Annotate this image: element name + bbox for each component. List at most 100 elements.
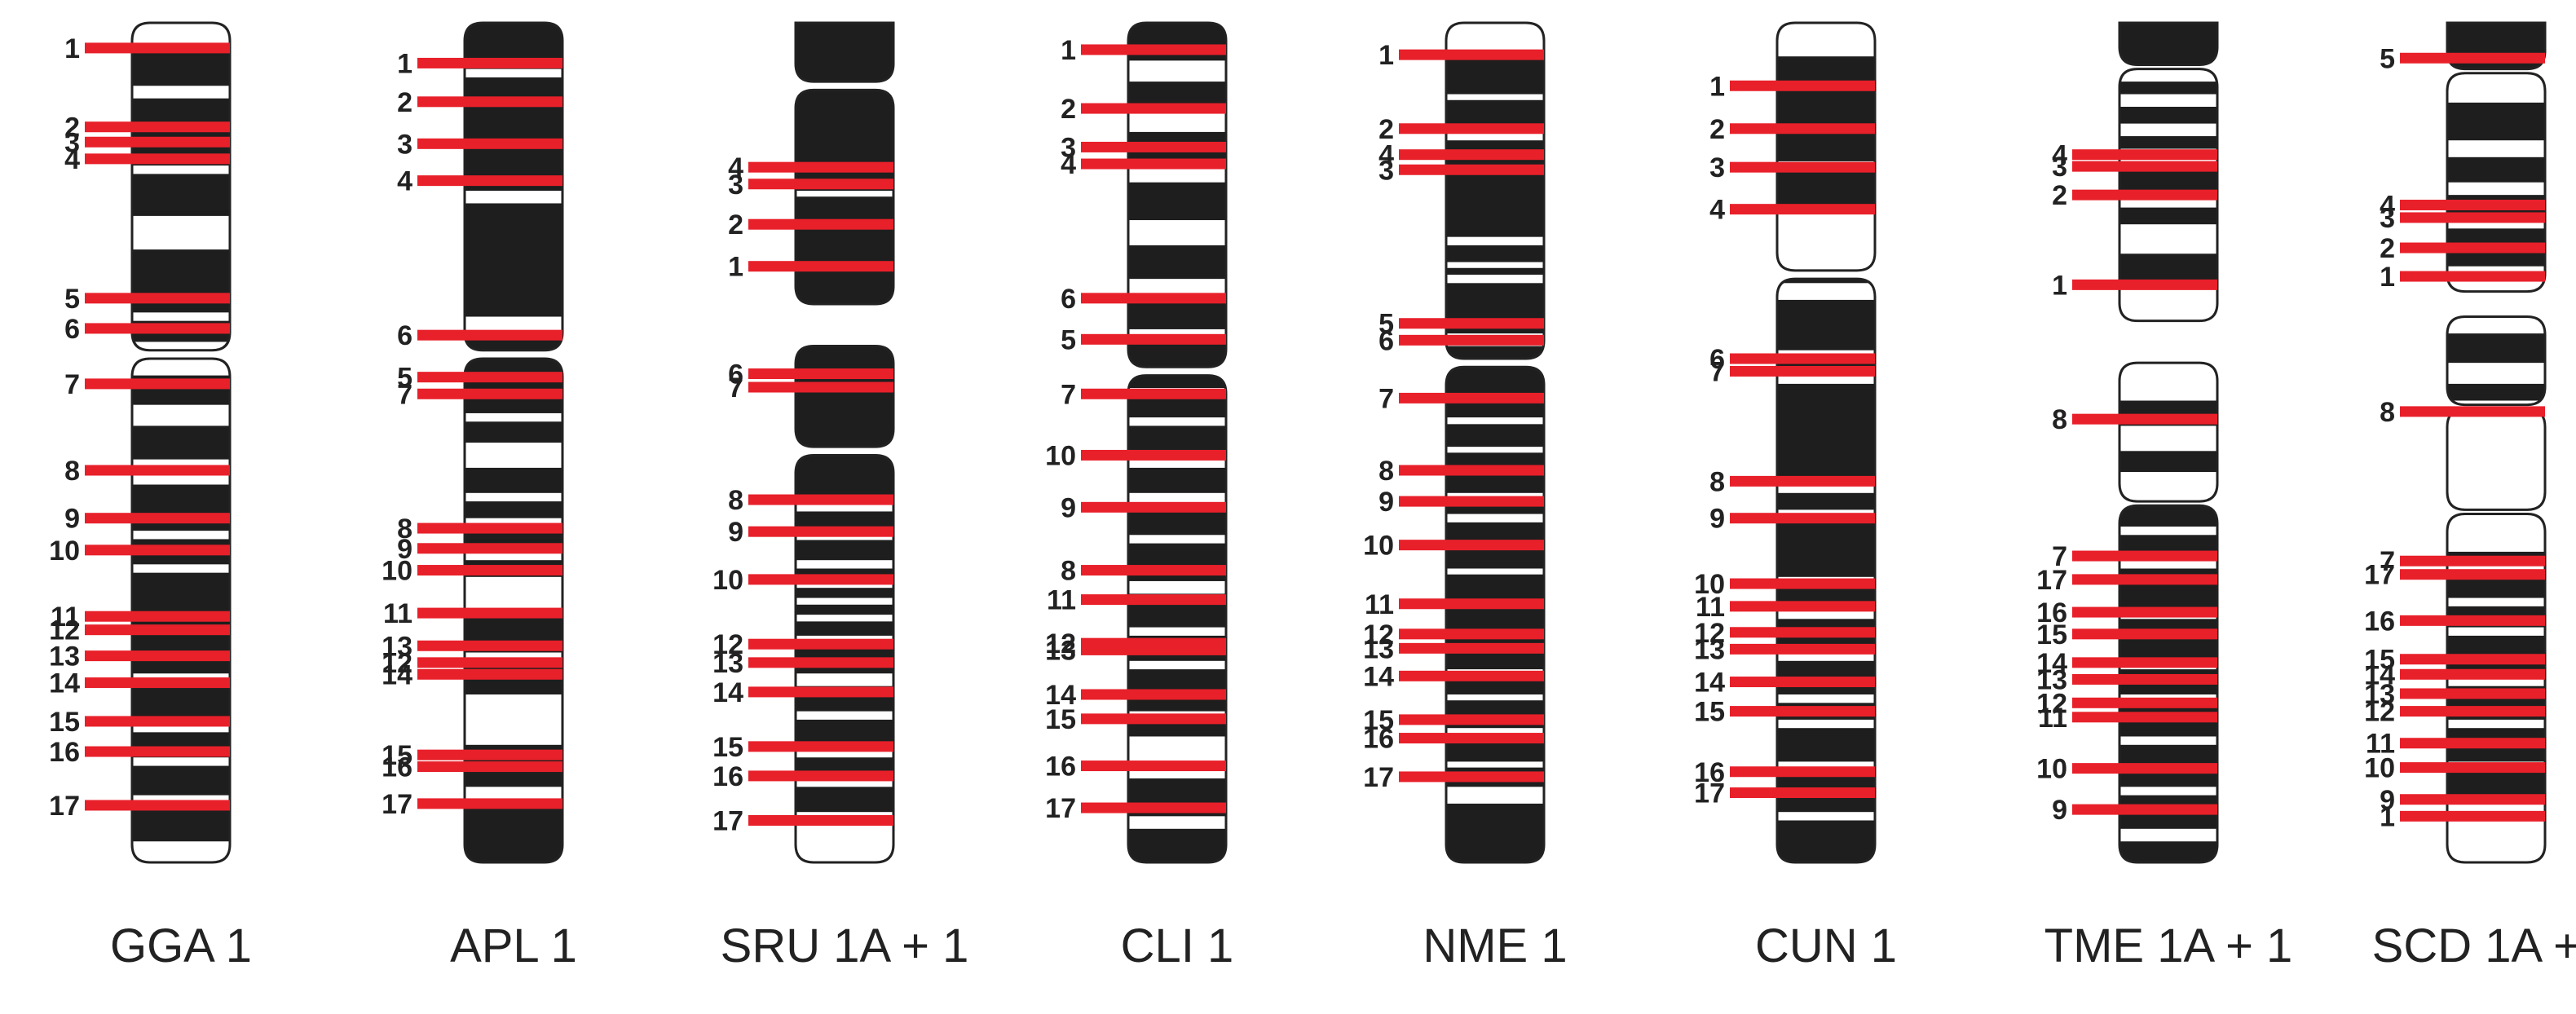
chromosome-band	[1446, 262, 1544, 268]
marker-label: 11	[383, 598, 412, 629]
marker-line	[1399, 714, 1544, 725]
marker-label: 14	[1045, 680, 1076, 711]
chromosome-band	[1777, 23, 1875, 57]
chromosome-band	[132, 425, 230, 460]
marker-label: 17	[382, 789, 412, 820]
marker-line	[1730, 578, 1875, 589]
chromosome-band	[465, 191, 562, 204]
marker-line	[85, 800, 230, 811]
arm-outline	[2118, 504, 2219, 864]
chromosome-label: APL 1	[450, 919, 577, 972]
marker-label: 14	[1363, 661, 1394, 692]
marker-line	[417, 657, 562, 668]
chromosome-band	[132, 484, 230, 531]
chromosome-arm	[794, 21, 895, 83]
marker-label: 16	[382, 752, 412, 783]
marker-line	[1081, 141, 1226, 152]
arm-outline	[1445, 365, 1546, 864]
chromosome-arm	[2446, 408, 2547, 511]
marker-label: 9	[1709, 504, 1725, 535]
marker-label: 10	[1694, 569, 1725, 600]
marker-label: 2	[397, 87, 412, 118]
marker-label: 10	[382, 556, 412, 587]
chromosome-band	[1446, 236, 1544, 245]
marker-label: 8	[64, 456, 80, 487]
marker-label: 17	[2036, 565, 2067, 596]
marker-line	[748, 381, 893, 393]
marker-line	[2072, 279, 2217, 290]
marker-label: 4	[1378, 140, 1394, 171]
chromosome-band	[1777, 283, 1875, 300]
chromosome-label: SCD 1A + 1	[2372, 919, 2576, 972]
chromosome-arm	[463, 21, 564, 352]
marker-line	[1081, 644, 1226, 655]
marker-line	[2072, 149, 2217, 161]
arm-outline	[463, 357, 564, 864]
marker-line	[417, 749, 562, 760]
marker-line	[748, 574, 893, 585]
marker-line	[2072, 673, 2217, 685]
marker-label: 3	[1378, 155, 1394, 186]
marker-label: 17	[49, 791, 80, 822]
marker-label: 1	[1709, 71, 1725, 102]
marker-line	[1730, 787, 1875, 799]
marker-line	[1081, 760, 1226, 772]
marker-label: 7	[1061, 379, 1076, 410]
marker-line	[2400, 762, 2545, 774]
chromosome-band	[465, 652, 562, 661]
marker-label: 14	[2036, 648, 2067, 679]
chromosome-band	[2447, 157, 2545, 183]
marker-label: 17	[712, 806, 743, 837]
marker-line	[85, 650, 230, 662]
marker-label: 13	[382, 631, 412, 662]
marker-line	[1730, 601, 1875, 612]
marker-line	[85, 624, 230, 636]
marker-label: 6	[1378, 325, 1394, 356]
marker-line	[748, 261, 893, 272]
marker-label: 12	[2036, 688, 2067, 719]
marker-label: 8	[1709, 466, 1725, 497]
chromosome-band	[465, 576, 562, 611]
chromosome-band	[1777, 484, 1875, 493]
marker-label: 9	[1061, 492, 1076, 523]
marker-line	[85, 323, 230, 334]
marker-label: 7	[2052, 541, 2067, 572]
marker-line	[1399, 598, 1544, 610]
chromosome-band	[1446, 761, 1544, 768]
marker-line	[85, 465, 230, 476]
chromosome-arm	[2446, 72, 2547, 293]
marker-label: 13	[712, 648, 743, 679]
marker-line	[2072, 606, 2217, 618]
marker-line	[748, 161, 893, 173]
chromosome-band	[1777, 812, 1875, 821]
chromosome-arm	[2446, 315, 2547, 407]
marker-label: 7	[1709, 356, 1725, 387]
marker-label: 17	[1363, 762, 1394, 793]
chromosome-band	[2447, 514, 2545, 552]
chromosome-band	[2119, 736, 2217, 745]
marker-line	[1081, 293, 1226, 304]
chromosome-band	[465, 694, 562, 745]
chromosome-band	[465, 412, 562, 422]
marker-line	[748, 657, 893, 668]
marker-line	[1730, 643, 1875, 655]
chromosome-band	[2119, 451, 2217, 473]
chromosome-arm	[1445, 365, 1546, 864]
chromosome-arm	[2118, 21, 2219, 66]
marker-line	[2400, 569, 2545, 580]
chromosome-band	[465, 68, 562, 77]
chromosome-label: CUN 1	[1755, 919, 1897, 972]
marker-line	[85, 544, 230, 556]
marker-label: 5	[1061, 324, 1076, 355]
marker-label: 17	[1045, 793, 1076, 824]
marker-line	[85, 746, 230, 757]
chromosome-band	[132, 174, 230, 216]
chromosome-band	[2447, 102, 2545, 141]
chromosome-band	[1777, 719, 1875, 729]
chromosome-band	[1446, 514, 1544, 522]
marker-label: 4	[1061, 149, 1076, 180]
marker-label: 13	[1045, 635, 1076, 666]
